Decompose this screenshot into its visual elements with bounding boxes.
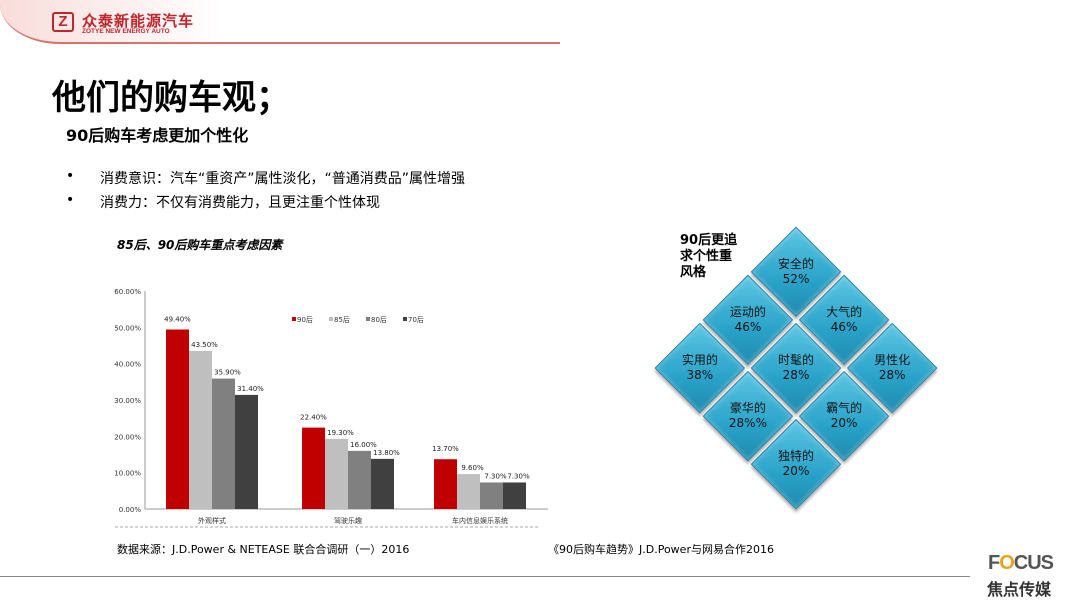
- bullet-item: • 消费意识：汽车“重资产”属性淡化，“普通消费品”属性增强: [66, 168, 465, 192]
- tile-text: 运动的 46%: [730, 305, 766, 335]
- legend-label: 90后: [297, 315, 313, 324]
- legend-swatch: [329, 317, 333, 321]
- bar: [302, 427, 325, 509]
- tile-value: 20%: [830, 416, 858, 431]
- bullet-marker: •: [66, 192, 75, 208]
- data-label: 7.30%: [507, 472, 530, 480]
- bar: [503, 482, 526, 509]
- legend-label: 80后: [371, 315, 387, 324]
- source-right: 《90后购车趋势》J.D.Power与网易合作2016: [548, 543, 774, 556]
- data-label: 43.50%: [191, 341, 218, 349]
- tile-text: 男性化 28%: [874, 353, 910, 383]
- data-label: 9.60%: [461, 464, 484, 472]
- tile-text: 大气的 46%: [826, 305, 862, 335]
- tile-label: 时髦的: [777, 352, 815, 367]
- bar-chart: 0.00% 10.00% 20.00% 30.00% 40.00% 50.00% 60.00…: [114, 288, 548, 528]
- tile-text: 豪华的 28%%: [729, 401, 767, 431]
- tile-value: 38%: [686, 367, 714, 382]
- tile-value: 28%: [878, 367, 906, 382]
- legend-swatch: [403, 317, 407, 321]
- tile-value: 46%: [830, 319, 858, 334]
- bullet-list: • 消费意识：汽车“重资产”属性淡化，“普通消费品”属性增强 • 消费力：不仅有消费…: [66, 168, 465, 216]
- y-tick-label: 30.00%: [114, 397, 141, 405]
- tile-label: 大气的: [826, 304, 863, 319]
- bullet-marker: •: [66, 168, 75, 184]
- bar: [212, 378, 235, 509]
- y-tick-label: 20.00%: [114, 433, 141, 441]
- data-label: 31.40%: [237, 385, 264, 393]
- logo-cn: 众泰新能源汽车: [82, 12, 195, 30]
- logo-en: ZOTYE NEW ENERGY AUTO: [82, 28, 170, 35]
- tile-label: 男性化: [874, 352, 911, 367]
- data-label: 16.00%: [350, 441, 377, 449]
- bullet-item: • 消费力：不仅有消费能力，且更注重个性体现: [66, 192, 465, 216]
- data-label: 7.30%: [484, 472, 507, 480]
- data-label: 19.30%: [327, 429, 354, 437]
- bar: [325, 438, 348, 509]
- bar: [235, 394, 258, 509]
- focus-o: O: [999, 552, 1015, 574]
- tile-label: 运动的: [729, 304, 766, 319]
- page-subtitle: 90后购车考虑更加个性化: [66, 126, 249, 145]
- bar: [480, 482, 503, 509]
- bullet-text: 消费力：不仅有消费能力，且更注重个性体现: [100, 195, 380, 211]
- bullet-text: 消费意识：汽车“重资产”属性淡化，“普通消费品”属性增强: [100, 171, 466, 187]
- bar: [457, 474, 480, 509]
- legend-swatch: [292, 317, 296, 321]
- tile-label: 独特的: [777, 449, 815, 464]
- tile-text: 时髦的 28%: [778, 353, 814, 383]
- tile-value: 52%: [782, 271, 810, 286]
- data-label: 35.90%: [214, 369, 241, 377]
- header-band: [0, 0, 560, 44]
- focus-logo: FOCUS: [988, 552, 1054, 575]
- tile-text: 安全的 52%: [778, 257, 814, 287]
- tile-text: 霸气的 20%: [826, 401, 862, 431]
- data-label: 13.80%: [373, 449, 400, 457]
- data-label: 13.70%: [432, 445, 459, 453]
- focus-f: F: [988, 552, 1000, 574]
- data-label: 49.40%: [164, 316, 191, 324]
- tile-label: 豪华的: [729, 401, 766, 416]
- diamond-caption: 90后更追求个性重风格: [680, 233, 738, 280]
- x-tick-label: 外观样式: [198, 516, 226, 525]
- legend-label: 85后: [334, 315, 350, 324]
- tile-value: 28%%: [728, 416, 767, 431]
- bar: [348, 450, 371, 509]
- tile-value: 20%: [782, 464, 810, 479]
- bar: [189, 350, 212, 509]
- tile-text: 实用的 38%: [682, 353, 718, 383]
- y-tick-label: 40.00%: [114, 361, 141, 369]
- page-title: 他们的购车观；: [52, 78, 290, 118]
- tile-label: 霸气的: [826, 401, 863, 416]
- x-tick-label: 驾驶乐趣: [334, 516, 362, 525]
- bar: [434, 459, 457, 509]
- footer-divider: [0, 576, 970, 577]
- tile-value: 28%: [782, 367, 810, 382]
- zotye-logo-icon: Z: [52, 12, 74, 32]
- chart-title: 85后、90后购车重点考虑因素: [117, 238, 283, 252]
- focus-logo-cn: 焦点传媒: [987, 580, 1052, 599]
- bar: [166, 329, 189, 509]
- legend-swatch: [366, 317, 370, 321]
- focus-rest: CUS: [1013, 552, 1054, 574]
- legend-label: 70后: [408, 315, 424, 324]
- bar: [371, 458, 394, 509]
- y-tick-label: 0.00%: [119, 506, 142, 514]
- tile-label: 安全的: [777, 256, 815, 271]
- tile-value: 46%: [734, 319, 762, 334]
- x-tick-label: 车内信息娱乐系统: [452, 516, 508, 525]
- tile-label: 实用的: [681, 352, 718, 367]
- tile-text: 独特的 20%: [778, 449, 814, 479]
- y-tick-label: 10.00%: [114, 470, 141, 478]
- source-left: 数据来源：J.D.Power & NETEASE 联合合调研（一）2016: [117, 543, 410, 556]
- y-tick-label: 60.00%: [114, 288, 141, 296]
- data-label: 22.40%: [300, 414, 327, 422]
- y-tick-label: 50.00%: [114, 324, 141, 332]
